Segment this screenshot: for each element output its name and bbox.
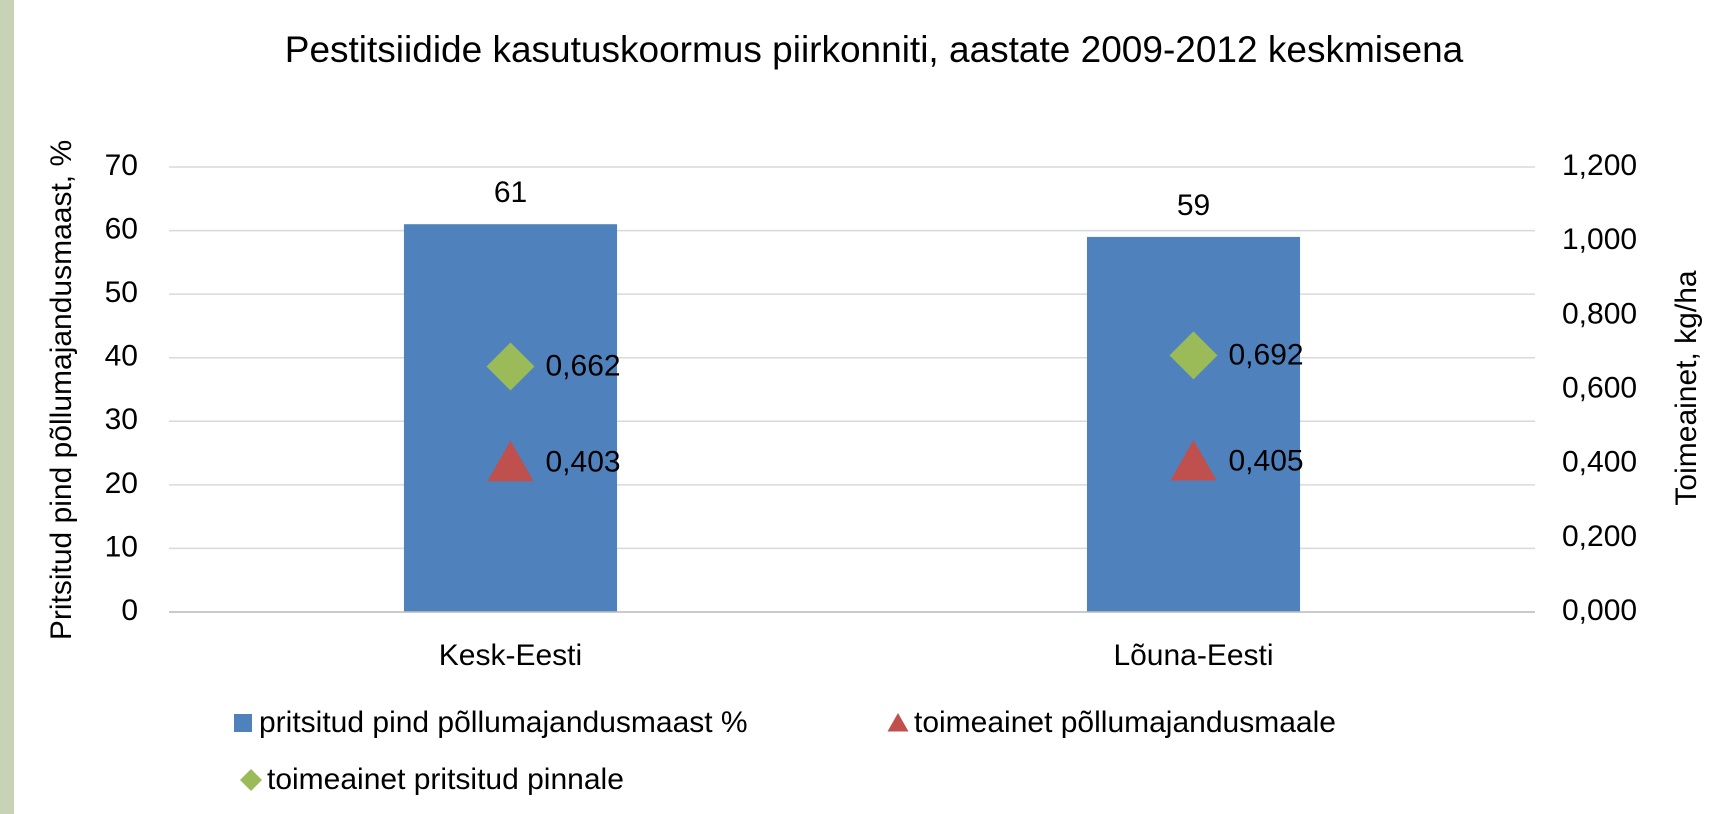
legend-swatch: [234, 714, 252, 732]
chart-title: Pestitsiidide kasutuskoormus piirkonniti…: [274, 24, 1474, 75]
y-tick-label: 20: [105, 467, 138, 500]
data-label: 0,692: [1229, 338, 1304, 371]
legend-label: toimeainet põllumajandusmaale: [914, 706, 1336, 739]
data-label: 0,405: [1229, 445, 1304, 478]
y2-tick-label: 0,600: [1562, 371, 1637, 404]
bar: [404, 224, 617, 612]
data-label: 0,403: [546, 445, 621, 478]
y2-tick-label: 0,800: [1562, 297, 1637, 330]
legend-swatch: [240, 769, 262, 791]
legend-label: pritsitud pind põllumajandusmaast %: [259, 706, 748, 739]
y2-tick-label: 1,000: [1562, 223, 1637, 256]
y-tick-label: 30: [105, 403, 138, 436]
legend-swatch: [888, 713, 909, 732]
y2-axis-title: Toimeainet, kg/ha: [1670, 270, 1703, 505]
data-label: 0,662: [546, 349, 621, 382]
y-axis-title: Pritsitud pind põllumajandusmaast, %: [45, 140, 78, 640]
data-label: 61: [494, 176, 527, 209]
y-tick-label: 70: [105, 149, 138, 182]
y-tick-label: 40: [105, 340, 138, 373]
edge-strip: [0, 0, 14, 814]
y-tick-label: 0: [121, 594, 138, 627]
legend-label: toimeainet pritsitud pinnale: [267, 763, 624, 796]
bar: [1087, 237, 1300, 612]
x-tick-label: Lõuna-Eesti: [1113, 639, 1273, 672]
chart: Pritsitud pind põllumajandusmaast, % Toi…: [0, 0, 1713, 814]
x-tick-label: Kesk-Eesti: [439, 639, 582, 672]
y2-tick-label: 0,400: [1562, 446, 1637, 479]
y2-tick-label: 0,200: [1562, 520, 1637, 553]
data-label: 59: [1177, 189, 1210, 222]
page: Pritsitud pind põllumajandusmaast, % Toi…: [0, 0, 1713, 814]
y-tick-label: 60: [105, 212, 138, 245]
y-tick-label: 10: [105, 530, 138, 563]
y2-tick-label: 1,200: [1562, 149, 1637, 182]
y2-tick-label: 0,000: [1562, 594, 1637, 627]
y-tick-label: 50: [105, 276, 138, 309]
